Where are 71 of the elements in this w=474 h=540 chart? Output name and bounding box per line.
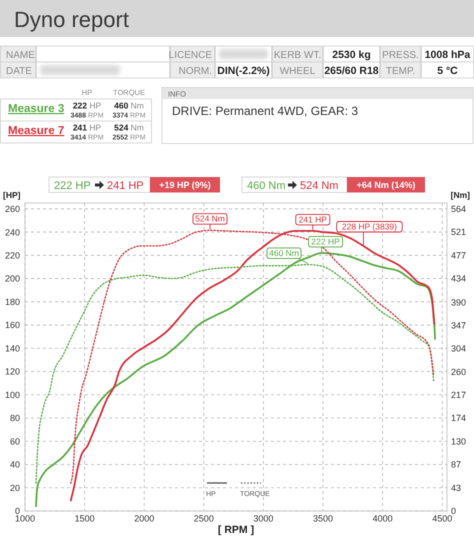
y-tick-label: 220 <box>4 250 20 260</box>
text: WHEEL <box>280 66 316 77</box>
text: Dyno report <box>14 7 129 32</box>
y-tick-label: 120 <box>4 366 20 377</box>
y2-tick-label: 477 <box>451 250 466 261</box>
text: DATE <box>6 66 32 77</box>
x-tick-label: 1000 <box>14 514 36 524</box>
x-tick-label: 1500 <box>74 514 95 524</box>
y2-tick-label: 521 <box>451 227 466 238</box>
y-tick-label: 0 <box>14 506 20 516</box>
y-tick-label: 180 <box>4 296 20 307</box>
x-tick-label: 4000 <box>372 514 393 524</box>
text: NAME <box>6 50 36 61</box>
y2-tick-label: 43 <box>451 483 462 494</box>
x-tick-label: 3500 <box>313 514 334 524</box>
text: 460 Nm <box>114 100 144 110</box>
text: 1008 hPa <box>424 49 470 61</box>
text: 222 HP <box>72 100 102 110</box>
text: 241 HP <box>106 180 144 192</box>
y-tick-label: 140 <box>4 343 20 354</box>
text: 222 HP <box>54 180 91 192</box>
text: 524 Nm <box>114 122 144 132</box>
text: 460 Nm <box>247 180 286 192</box>
text: +19 HP (9%) <box>159 180 211 190</box>
y-tick-label: 80 <box>10 413 20 424</box>
y2-tick-label: 390 <box>451 297 466 308</box>
y2-tick-label: 347 <box>451 320 466 330</box>
y-axis-title: [HP] <box>3 190 21 200</box>
text: +64 Nm (14%) <box>356 180 416 190</box>
y2-tick-label: 0 <box>451 506 456 516</box>
x-tick-label: 4500 <box>432 514 452 524</box>
y2-axis-title: [Nm] <box>450 190 470 200</box>
annotation: 524 Nm <box>195 214 225 224</box>
text: 524 Nm <box>300 180 338 192</box>
y2-tick-label: 217 <box>451 390 466 400</box>
text: 2530 kg <box>332 49 371 61</box>
y2-tick-label: 260 <box>451 366 466 377</box>
y2-tick-label: 304 <box>451 343 466 354</box>
text: DIN(-2.2%) <box>217 65 270 77</box>
text: DRIVE: Permanent 4WD, GEAR: 3 <box>172 104 358 118</box>
text: PRESS. <box>382 50 419 61</box>
y-tick-label: 160 <box>4 320 20 330</box>
y2-tick-label: 564 <box>451 204 466 214</box>
text: NORM. <box>178 66 212 77</box>
y-tick-label: 260 <box>4 204 20 214</box>
x-tick-label: 2500 <box>194 514 214 524</box>
text: LICENCE <box>168 50 212 61</box>
y-tick-label: 200 <box>4 274 20 284</box>
annotation: 460 Nm <box>269 248 299 258</box>
y2-tick-label: 130 <box>451 436 466 447</box>
y2-tick-label: 434 <box>451 274 466 284</box>
annotation: 228 HP (3839) <box>342 221 398 232</box>
text: 241 HP <box>72 122 102 132</box>
text: 265/60 R18 <box>324 65 379 77</box>
text: TEMP. <box>386 66 416 77</box>
text: KERB WT. <box>274 50 322 61</box>
y-tick-label: 20 <box>10 482 20 493</box>
annotation: 241 HP <box>298 214 328 224</box>
text: Measure 7 <box>8 125 64 137</box>
annotation: 222 HP <box>311 236 340 246</box>
y-tick-label: 240 <box>4 227 20 238</box>
y2-tick-label: 87 <box>451 460 462 470</box>
text: 5 °C <box>437 65 458 77</box>
y-tick-label: 100 <box>4 390 20 400</box>
x-tick-label: 2000 <box>134 514 154 524</box>
text: Measure 3 <box>8 103 64 115</box>
y2-tick-label: 174 <box>451 412 466 423</box>
y-tick-label: 40 <box>10 460 20 470</box>
x-tick-label: 3000 <box>253 514 274 524</box>
y-tick-label: 60 <box>10 436 20 446</box>
x-axis-title: [ RPM ] <box>218 524 254 536</box>
